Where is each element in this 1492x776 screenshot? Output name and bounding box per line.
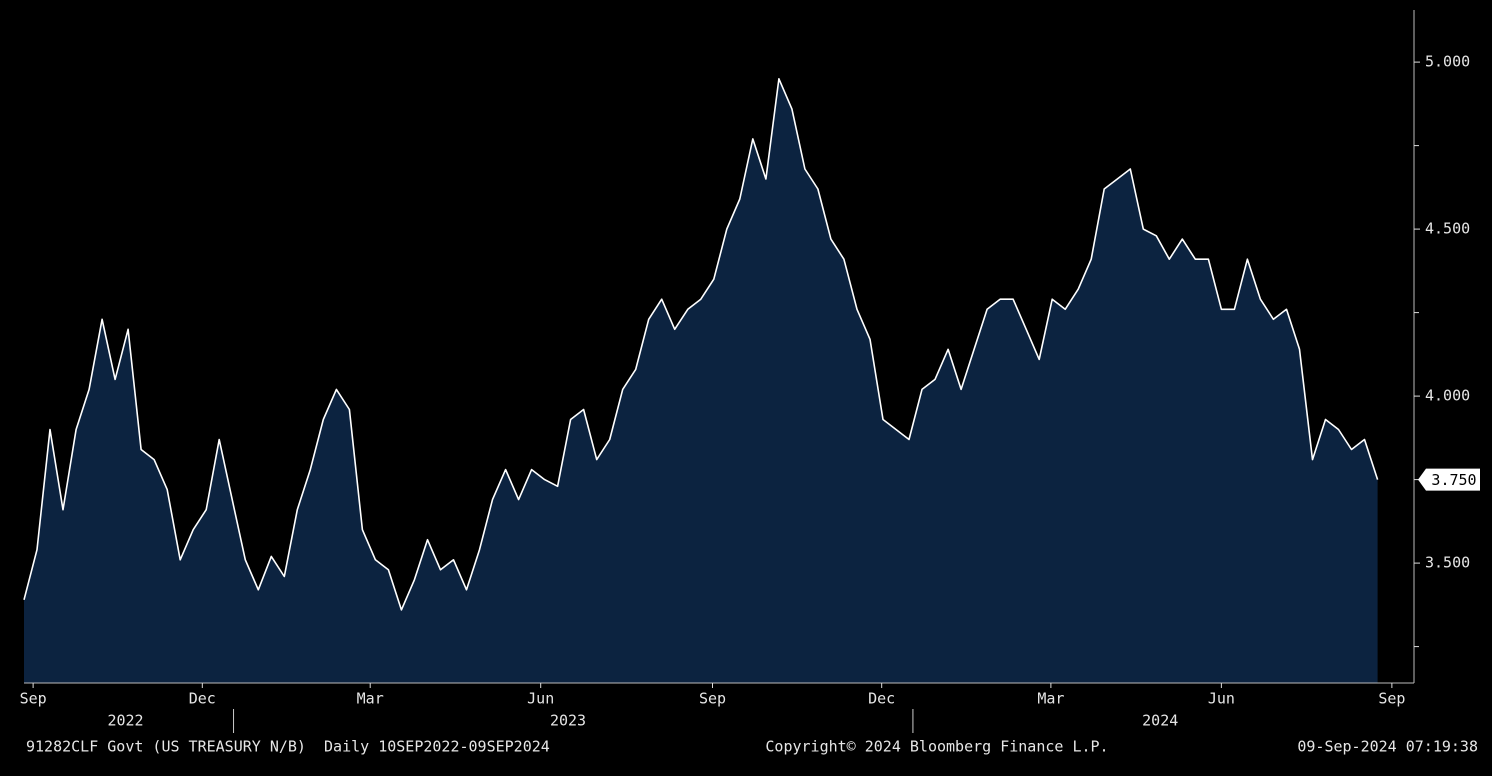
x-tick-label: Dec [868, 690, 895, 708]
year-label: 2023 [550, 712, 586, 730]
y-tick-label: 5.000 [1425, 53, 1470, 71]
x-tick-label: Sep [699, 690, 726, 708]
line [23, 78, 1379, 611]
footer-left: 91282CLF Govt (US TREASURY N/B) Daily 10… [26, 738, 550, 756]
x-tick-label: Mar [1037, 690, 1064, 708]
x-tick-label: Jun [1208, 690, 1235, 708]
x-tick-label: Jun [527, 690, 554, 708]
y-tick-label: 4.000 [1425, 387, 1470, 405]
y-tick-label: 3.500 [1425, 554, 1470, 572]
last-value-label: 3.750 [1431, 471, 1476, 489]
footer-center: Copyright© 2024 Bloomberg Finance L.P. [765, 738, 1108, 756]
x-tick-label: Dec [189, 690, 216, 708]
year-label: 2024 [1142, 712, 1178, 730]
x-tick-label: Sep [20, 690, 47, 708]
footer-right: 09-Sep-2024 07:19:38 [1297, 738, 1478, 756]
x-tick-label: Mar [357, 690, 384, 708]
last-value-box [1418, 468, 1480, 491]
area [24, 78, 1378, 684]
year-label: 2022 [107, 712, 143, 730]
x-tick-label: Sep [1378, 690, 1405, 708]
y-tick-label: 4.500 [1425, 220, 1470, 238]
